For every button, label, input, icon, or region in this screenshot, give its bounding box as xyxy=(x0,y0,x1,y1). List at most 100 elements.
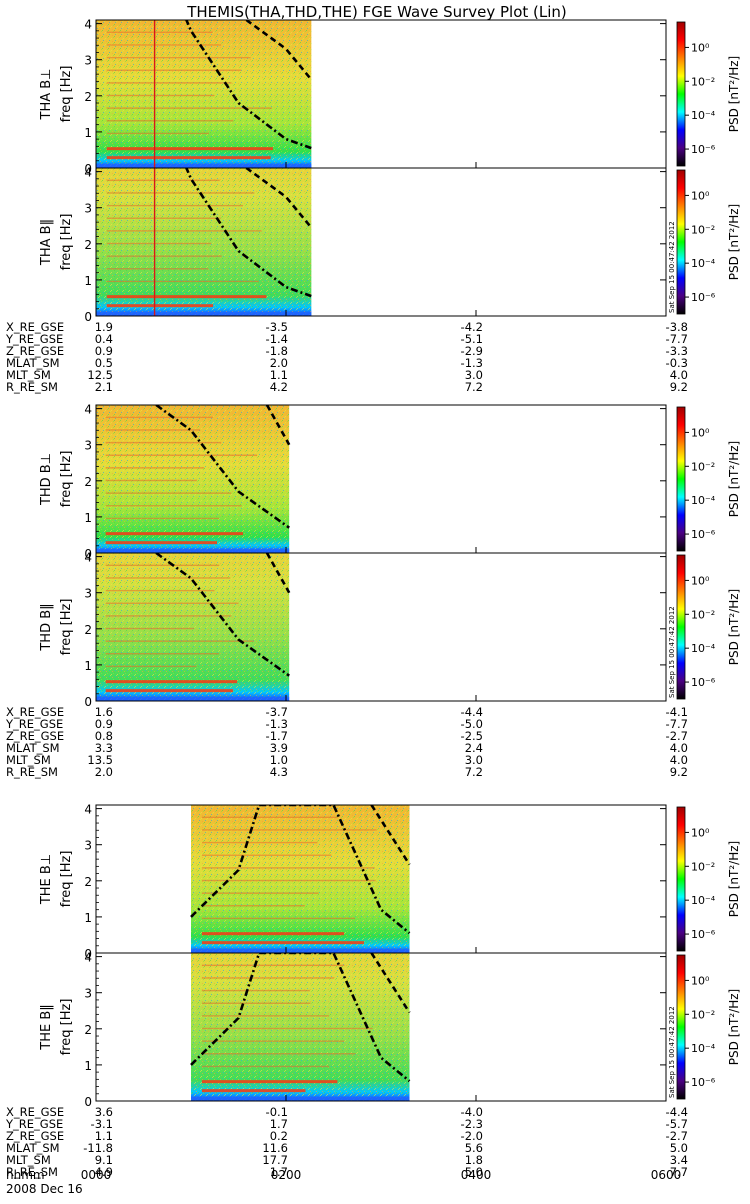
y-tick-label: 1 xyxy=(84,511,92,525)
ephemeris-value: -5.0 xyxy=(461,717,483,731)
colorbar-tick-label: 10⁻⁴ xyxy=(691,257,716,270)
ephemeris-value: -1.8 xyxy=(266,344,288,358)
spectral-band xyxy=(201,1065,330,1068)
spectral-band xyxy=(201,977,334,979)
colorbar-tick-label: 10⁰ xyxy=(691,41,710,54)
colorbar-label: PSD [nT²/Hz] xyxy=(727,441,741,517)
colorbar-label: PSD [nT²/Hz] xyxy=(727,56,741,132)
spectral-band xyxy=(106,295,267,299)
y-tick-label: 4 xyxy=(84,403,92,417)
gyro-curves xyxy=(155,553,291,677)
ephemeris-value: 0.8 xyxy=(95,729,113,743)
y-tick-label: 0 xyxy=(84,695,92,709)
time-footer: hhmm 2008 Dec 16 0000 0200 0400 0600 xyxy=(6,1168,681,1196)
ephemeris-value: -4.4 xyxy=(461,705,483,719)
y-tick-label: 1 xyxy=(84,659,92,673)
colorbar-tick-label: 10⁰ xyxy=(691,189,710,202)
spectral-band xyxy=(106,56,251,59)
ephemeris-value: 11.6 xyxy=(262,1141,288,1155)
ephemeris-value: 9.2 xyxy=(670,765,688,779)
ephemeris-value: -4.1 xyxy=(666,705,688,719)
y-tick-label: 3 xyxy=(84,54,92,68)
gyrofrequency-dashed-curve xyxy=(370,953,411,1014)
spectral-band xyxy=(201,1080,338,1084)
gyrofrequency-dashdot-curve xyxy=(185,168,312,298)
spectral-band xyxy=(106,192,255,194)
spectral-band xyxy=(105,589,215,592)
spectrogram-panel: 0 1 2 3 4 THA B‖ freq [Hz] 10⁰ 10⁻² 10⁻⁴ 10⁻⁶ PSD [… xyxy=(39,166,741,324)
colorbar-tick-label: 10⁻⁶ xyxy=(691,928,716,941)
ephemeris-value: 4.2 xyxy=(270,380,288,394)
low-frequency-floor xyxy=(191,948,410,953)
colorbar-tick-label: 10⁻⁴ xyxy=(691,1042,716,1055)
spectral-band xyxy=(201,879,376,882)
spectral-band xyxy=(106,147,273,151)
ephemeris-label: X_RE_GSE xyxy=(6,320,64,334)
ephemeris-value: -0.3 xyxy=(666,356,688,370)
ephemeris-value: -2.5 xyxy=(461,729,483,743)
spectral-band xyxy=(201,867,375,869)
spectral-band xyxy=(105,416,214,419)
spectrogram-noise xyxy=(96,168,312,316)
ephemeris-label: X_RE_GSE xyxy=(6,1105,64,1119)
spectral-band xyxy=(105,680,238,684)
spectral-band xyxy=(105,454,258,456)
gyro-curves xyxy=(185,168,313,298)
ephemeris-label: Z_RE_GSE xyxy=(6,729,64,743)
gyrofrequency-dashed-curve xyxy=(370,805,411,866)
spectral-band xyxy=(201,941,364,945)
ephemeris-label: Z_RE_GSE xyxy=(6,1129,64,1143)
panel-ylabel: freq [Hz] xyxy=(59,599,74,656)
spectrogram-noise xyxy=(96,405,290,553)
ephemeris-label: Y_RE_GSE xyxy=(5,1117,63,1131)
time-axis-label: hhmm xyxy=(6,1168,45,1182)
ephemeris-value: 3.0 xyxy=(465,753,483,767)
gyro-curves xyxy=(190,953,411,1083)
colorbar-label: PSD [nT²/Hz] xyxy=(727,589,741,665)
ephemeris-value: 3.4 xyxy=(670,1153,688,1167)
ephemeris-value: -0.1 xyxy=(266,1105,288,1119)
spectral-band xyxy=(201,989,310,992)
ephemeris-label: R_RE_SM xyxy=(6,1165,58,1179)
colorbar-tick-label: 10⁻² xyxy=(691,608,715,621)
ephemeris-value: 0.4 xyxy=(95,332,113,346)
spectral-band xyxy=(201,892,319,894)
colorbar-label: PSD [nT²/Hz] xyxy=(727,989,741,1065)
spectral-band xyxy=(106,31,213,34)
y-tick-label: 4 xyxy=(84,166,92,180)
ephemeris-value: -4.4 xyxy=(666,1105,688,1119)
ephemeris-label: MLT_SM xyxy=(6,1153,51,1167)
ephemeris-label: MLAT_SM xyxy=(6,741,60,755)
time-tick-label: 0400 xyxy=(461,1168,492,1182)
y-tick-label: 1 xyxy=(84,1059,92,1073)
ephemeris-value: -3.3 xyxy=(666,344,688,358)
ephemeris-value: 3.3 xyxy=(95,741,113,755)
spectral-band xyxy=(201,854,332,856)
timestamp-stamp: Sat Sep 15 00:47:42 2012 xyxy=(668,606,676,698)
panel-frame xyxy=(95,167,667,317)
y-tick-label: 4 xyxy=(84,18,92,32)
gyrofrequency-dashed-curve xyxy=(265,405,291,446)
ephemeris-value: 0.2 xyxy=(270,1129,288,1143)
ephemeris-table: X_RE_GSE 1.6 -3.7 -4.4 -4.1 Y_RE_GSE 0.9 -1.3 -5… xyxy=(5,705,688,779)
ephemeris-value: 9.2 xyxy=(670,380,688,394)
spectral-band xyxy=(105,441,222,444)
low-frequency-floor xyxy=(96,696,290,701)
ephemeris-table: X_RE_GSE 1.9 -3.5 -4.2 -3.8 Y_RE_GSE 0.4 -1.4 -5… xyxy=(5,320,688,394)
spectral-band xyxy=(106,280,259,283)
ephemeris-value: -5.7 xyxy=(666,1117,688,1131)
panel-ylabel: freq [Hz] xyxy=(59,66,74,123)
spectrogram-noise xyxy=(191,805,410,953)
spectral-band xyxy=(201,1040,345,1042)
spectral-band xyxy=(105,640,254,642)
spectral-band xyxy=(106,204,244,207)
timestamp-stamp: Sat Sep 15 00:47:42 2012 xyxy=(668,221,676,313)
ephemeris-value: 1.9 xyxy=(95,320,113,334)
ephemeris-label: R_RE_SM xyxy=(6,765,58,779)
low-frequency-floor xyxy=(96,548,290,553)
ephemeris-value: -5.1 xyxy=(461,332,483,346)
ephemeris-value: -2.7 xyxy=(666,1129,688,1143)
y-tick-label: 0 xyxy=(84,1095,92,1109)
colorbar xyxy=(676,954,686,1100)
colorbar-tick-label: 10⁻² xyxy=(691,860,715,873)
